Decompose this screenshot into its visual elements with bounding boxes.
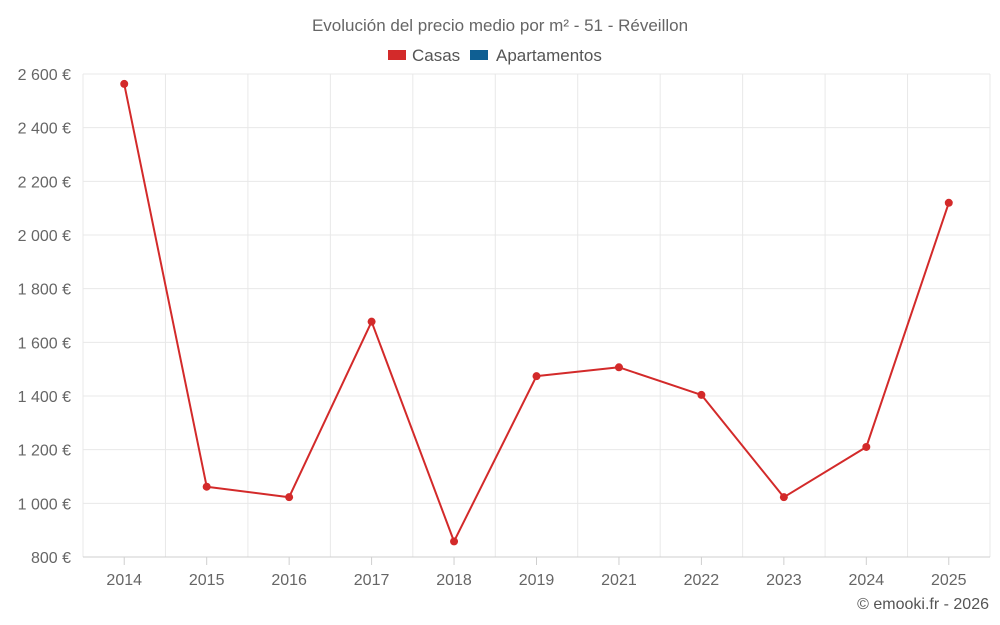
data-point-casas-2014[interactable] xyxy=(120,79,129,88)
y-tick-label: 2 000 € xyxy=(18,228,71,245)
legend-swatch-apartamentos xyxy=(470,50,488,60)
y-tick-label: 2 200 € xyxy=(18,174,71,191)
grid-layer xyxy=(82,73,991,557)
x-tick-label: 2019 xyxy=(519,572,555,589)
y-tick-label: 2 400 € xyxy=(18,121,71,138)
x-tick-label: 2016 xyxy=(271,572,307,589)
data-point-casas-2015[interactable] xyxy=(202,482,211,491)
x-tick-label: 2021 xyxy=(601,572,637,589)
x-tick-label: 2022 xyxy=(684,572,720,589)
data-point-casas-2024[interactable] xyxy=(862,442,871,451)
x-tick-label: 2015 xyxy=(189,572,225,589)
x-tick-label: 2023 xyxy=(766,572,802,589)
y-tick-label: 1 400 € xyxy=(18,389,71,406)
data-point-casas-2018[interactable] xyxy=(450,537,459,546)
y-tick-label: 1 800 € xyxy=(18,282,71,299)
x-tick-label: 2014 xyxy=(106,572,142,589)
legend-label-apartamentos: Apartamentos xyxy=(496,46,602,65)
chart-title: Evolución del precio medio por m² - 51 -… xyxy=(312,16,688,35)
credit-text: © emooki.fr - 2026 xyxy=(857,596,989,613)
data-point-casas-2022[interactable] xyxy=(697,390,706,399)
x-tick-label: 2025 xyxy=(931,572,967,589)
data-point-casas-2025[interactable] xyxy=(944,198,953,207)
y-tick-label: 1 000 € xyxy=(18,496,71,513)
data-point-casas-2019[interactable] xyxy=(532,372,541,381)
y-tick-label: 2 600 € xyxy=(18,67,71,84)
y-tick-label: 800 € xyxy=(31,550,71,567)
legend-item-casas[interactable]: Casas xyxy=(388,46,460,65)
series-layer xyxy=(120,79,953,546)
legend: Casas Apartamentos xyxy=(388,46,602,65)
x-tick-label: 2017 xyxy=(354,572,390,589)
y-tick-label: 1 600 € xyxy=(18,335,71,352)
legend-swatch-casas xyxy=(388,50,406,60)
data-point-casas-2023[interactable] xyxy=(779,493,788,502)
axis-layer: 800 € 1 000 € 1 200 € 1 400 € 1 600 € 1 800 €… xyxy=(18,67,990,589)
legend-label-casas: Casas xyxy=(412,46,460,65)
data-point-casas-2021[interactable] xyxy=(614,363,623,372)
data-point-casas-2017[interactable] xyxy=(367,317,376,326)
legend-item-apartamentos[interactable]: Apartamentos xyxy=(470,46,602,65)
data-point-casas-2016[interactable] xyxy=(285,493,294,502)
x-tick-label: 2018 xyxy=(436,572,472,589)
y-tick-label: 1 200 € xyxy=(18,443,71,460)
x-tick-label: 2024 xyxy=(849,572,885,589)
